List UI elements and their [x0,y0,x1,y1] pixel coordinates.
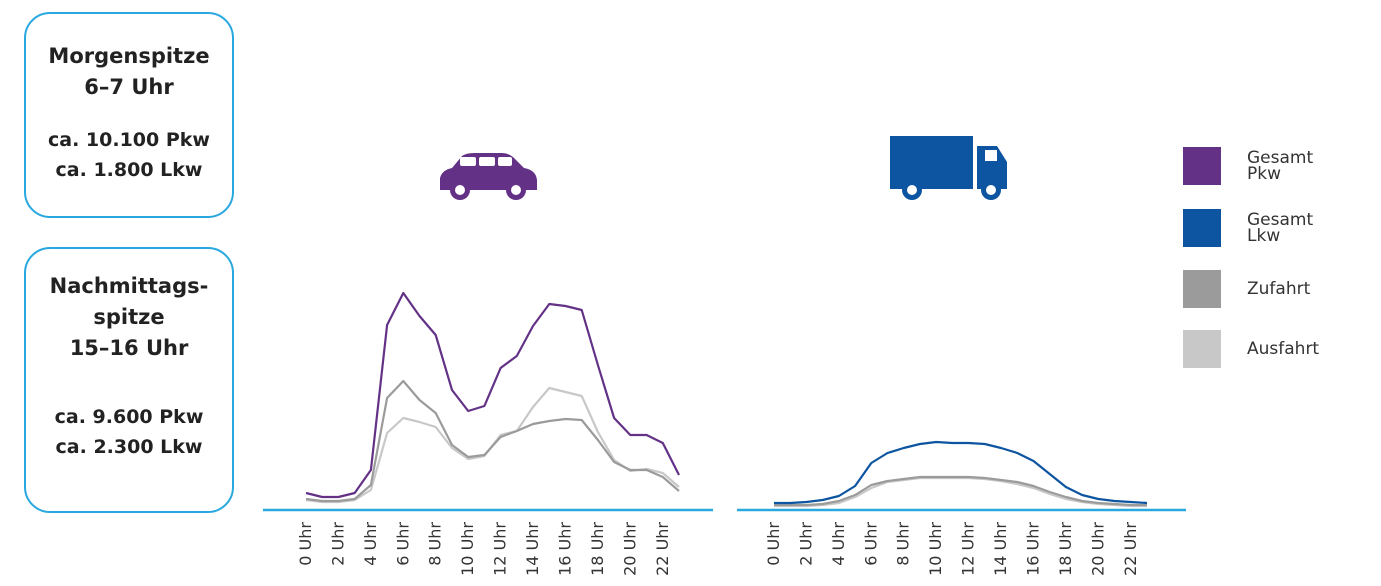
spacer [26,103,232,125]
x-tick-label: 4 Uhr [829,522,848,566]
x-tick-label: 8 Uhr [426,522,445,566]
x-tick-label: 12 Uhr [959,522,978,576]
legend-label: Zufahrt [1247,279,1311,299]
series-line [774,475,1147,507]
x-tick-label: 18 Uhr [588,522,607,576]
x-tick-label: 10 Uhr [458,522,477,576]
x-tick-label: 12 Uhr [491,522,510,576]
info-heading: Nachmittags- [49,274,209,298]
info-heading: spitze [93,305,165,329]
series-line [774,440,1148,505]
x-tick-label: 14 Uhr [523,522,542,576]
legend-swatch [1183,330,1221,368]
x-tick-label: 10 Uhr [926,522,945,576]
x-tick-label: 6 Uhr [861,522,880,566]
series-line [305,379,680,503]
x-tick-label: 2 Uhr [328,522,347,566]
info-detail: ca. 10.100 Pkw [48,129,210,151]
info-detail: ca. 2.300 Lkw [55,436,203,458]
x-tick-label: 20 Uhr [1088,522,1107,576]
x-tick-label: 8 Uhr [894,522,913,566]
x-tick-label: 4 Uhr [361,522,380,566]
legend-swatch [1183,209,1221,247]
legend-label: Gesamt Pkw [1247,148,1314,184]
x-tick-label: 0 Uhr [764,522,783,566]
x-tick-label: 2 Uhr [796,522,815,566]
legend-swatch [1183,270,1221,308]
x-tick-label: 16 Uhr [555,522,574,576]
series-line [305,291,680,499]
info-box: Morgenspitze 6–7 Uhr ca. 10.100 Pkw ca. 1.8… [24,12,234,218]
info-heading: 15–16 Uhr [69,336,189,360]
x-tick-label: 14 Uhr [991,522,1010,576]
info-detail: ca. 9.600 Pkw [54,406,204,428]
info-heading: Morgenspitze [48,44,210,68]
legend-label: Ausfahrt [1247,339,1320,359]
car-icon [440,153,537,200]
legend-label: Gesamt Lkw [1247,210,1314,246]
x-tick-label: 20 Uhr [620,522,639,576]
legend-swatch [1183,147,1221,185]
x-tick-label: 22 Uhr [1121,522,1140,576]
x-tick-label: 6 Uhr [393,522,412,566]
spacer [26,364,232,402]
info-heading: 6–7 Uhr [84,75,174,99]
truck-icon [890,136,1007,200]
x-tick-label: 22 Uhr [653,522,672,576]
x-tick-label: 16 Uhr [1023,522,1042,576]
info-detail: ca. 1.800 Lkw [55,159,203,181]
x-tick-label: 18 Uhr [1056,522,1075,576]
info-box: Nachmittags-spitze 15–16 Uhr ca. 9.600 Pkw… [24,247,234,513]
x-tick-label: 0 Uhr [296,522,315,566]
